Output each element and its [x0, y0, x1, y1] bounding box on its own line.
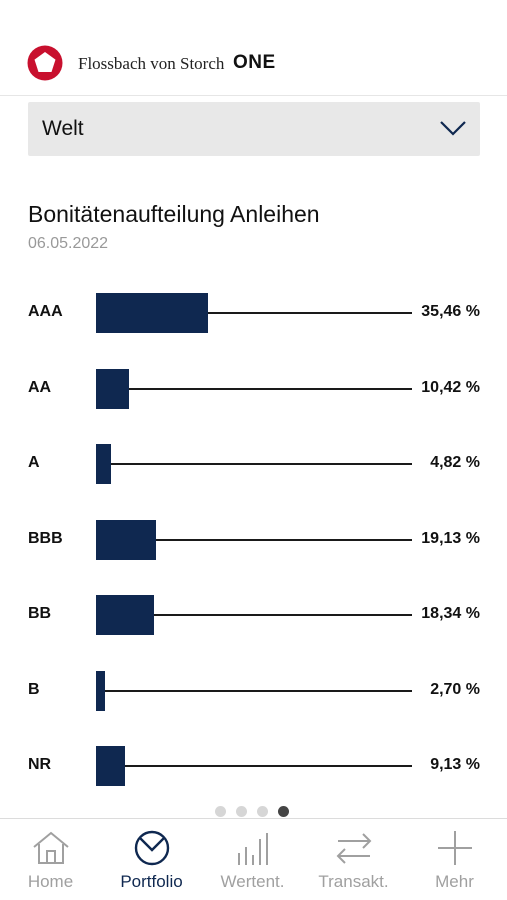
chevron-down-icon: [440, 121, 466, 136]
home-icon: [32, 831, 69, 864]
value-label: 10,42 %: [421, 378, 480, 396]
chart-date: 06.05.2022: [28, 235, 109, 252]
tab-home[interactable]: Home: [0, 819, 101, 900]
category-label: B: [28, 680, 40, 698]
data-bar: [96, 595, 154, 635]
bar-track: [96, 614, 412, 616]
category-label: BBB: [28, 529, 63, 547]
brand-name: Flossbach von Storch: [78, 54, 225, 73]
value-label: 18,34 %: [421, 605, 480, 622]
chart-title: Bonitätenaufteilung Anleihen: [28, 201, 320, 227]
bar-track: [96, 689, 412, 692]
tab-mehr-label: Mehr: [435, 872, 474, 891]
region-select-value: Welt: [42, 117, 84, 140]
page-dot[interactable]: [257, 806, 268, 817]
brand-suffix: ONE: [233, 52, 276, 73]
bar-track: [96, 765, 412, 767]
bar-chart-icon: [237, 833, 268, 865]
data-bar: [96, 746, 125, 786]
app-header: Flossbach von Storch ONE: [0, 0, 507, 96]
value-label: 35,46 %: [421, 303, 480, 320]
bar-track: [96, 463, 412, 465]
chart-row: NR 9,13 %: [0, 746, 507, 786]
value-label: 2,70 %: [430, 680, 480, 698]
region-select[interactable]: Welt: [28, 102, 480, 156]
tab-transaktionen[interactable]: Transakt.: [303, 819, 404, 900]
data-bar: [96, 670, 105, 711]
category-label: AAA: [28, 303, 63, 320]
plus-icon: [437, 831, 472, 865]
data-bar: [96, 293, 209, 333]
data-bar: [96, 368, 129, 409]
portfolio-pie-icon: [134, 830, 169, 866]
tab-portfolio[interactable]: Portfolio: [101, 819, 202, 900]
page-indicator: [215, 806, 295, 818]
bar-track: [96, 387, 412, 390]
chart-row: A 4,82 %: [0, 444, 507, 484]
bar-track: [96, 538, 412, 541]
bar-track: [96, 312, 412, 314]
chart-row: AA 10,42 %: [0, 368, 507, 409]
pentagon-logo-icon: [27, 45, 63, 81]
category-label: A: [28, 454, 40, 471]
data-bar: [96, 519, 157, 560]
data-bar: [96, 444, 112, 484]
chart-row: BB 18,34 %: [0, 595, 507, 635]
bottom-tab-bar: Home Portfolio Wertent. Transakt.: [0, 818, 507, 900]
chart-row: BBB 19,13 %: [0, 519, 507, 560]
chart-row: AAA 35,46 %: [0, 293, 507, 333]
tab-transaktionen-label: Transakt.: [318, 872, 389, 891]
tab-portfolio-label: Portfolio: [120, 872, 183, 891]
tab-mehr[interactable]: Mehr: [404, 819, 505, 900]
page-dot[interactable]: [236, 806, 247, 817]
tab-wertentwicklung-label: Wertent.: [220, 872, 285, 891]
category-label: NR: [28, 756, 52, 773]
value-label: 4,82 %: [430, 454, 480, 471]
category-label: BB: [28, 605, 52, 622]
chart-row: B 2,70 %: [0, 670, 507, 711]
value-label: 9,13 %: [430, 756, 480, 773]
value-label: 19,13 %: [421, 529, 480, 547]
tab-wertentwicklung[interactable]: Wertent.: [202, 819, 303, 900]
transfer-arrows-icon: [336, 833, 371, 864]
page-dot[interactable]: [278, 806, 289, 817]
category-label: AA: [28, 378, 52, 396]
tab-home-label: Home: [27, 872, 74, 891]
page-dot[interactable]: [215, 806, 226, 817]
